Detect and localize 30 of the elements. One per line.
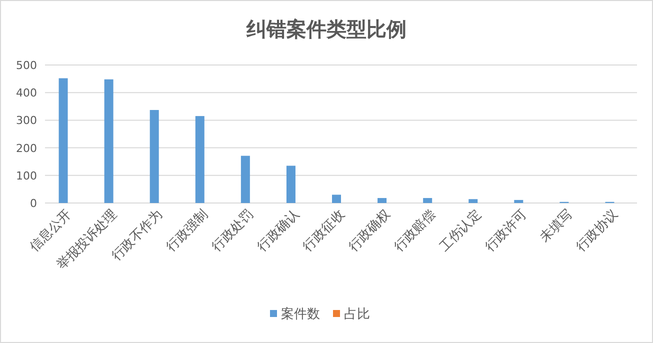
x-tick-label: 行政许可 (482, 207, 530, 255)
bar (514, 200, 524, 203)
legend-label: 案件数 (281, 306, 320, 322)
bar (195, 116, 204, 203)
bar (240, 156, 250, 203)
x-tick-label: 行政协议 (574, 207, 622, 255)
x-tick-label: 行政赔偿 (392, 207, 439, 255)
y-tick-label: 500 (16, 59, 37, 72)
bar (104, 79, 114, 203)
y-tick-label: 100 (16, 169, 37, 182)
bar (423, 198, 432, 203)
x-tick-label: 行政处罚 (209, 207, 257, 255)
legend-label: 占比 (344, 307, 370, 322)
x-tick-label: 行政确权 (346, 207, 394, 255)
x-tick-label: 行政强制 (164, 207, 212, 255)
y-tick-label: 400 (16, 86, 37, 100)
bar (378, 198, 387, 203)
x-tick-label: 未填写 (537, 207, 576, 246)
bar (332, 194, 341, 203)
x-tick-label: 行政确认 (254, 207, 302, 255)
y-tick-label: 300 (16, 114, 37, 128)
bar (150, 110, 159, 203)
y-tick-label: 0 (30, 197, 37, 210)
x-tick-label: 工伤认定 (437, 207, 484, 255)
bar (286, 166, 296, 203)
chart-title: 纠错案件类型比例 (246, 17, 406, 41)
bar (468, 199, 478, 203)
y-tick-label: 200 (16, 142, 37, 155)
bar (58, 78, 68, 203)
x-tick-label: 行政征收 (300, 207, 348, 255)
